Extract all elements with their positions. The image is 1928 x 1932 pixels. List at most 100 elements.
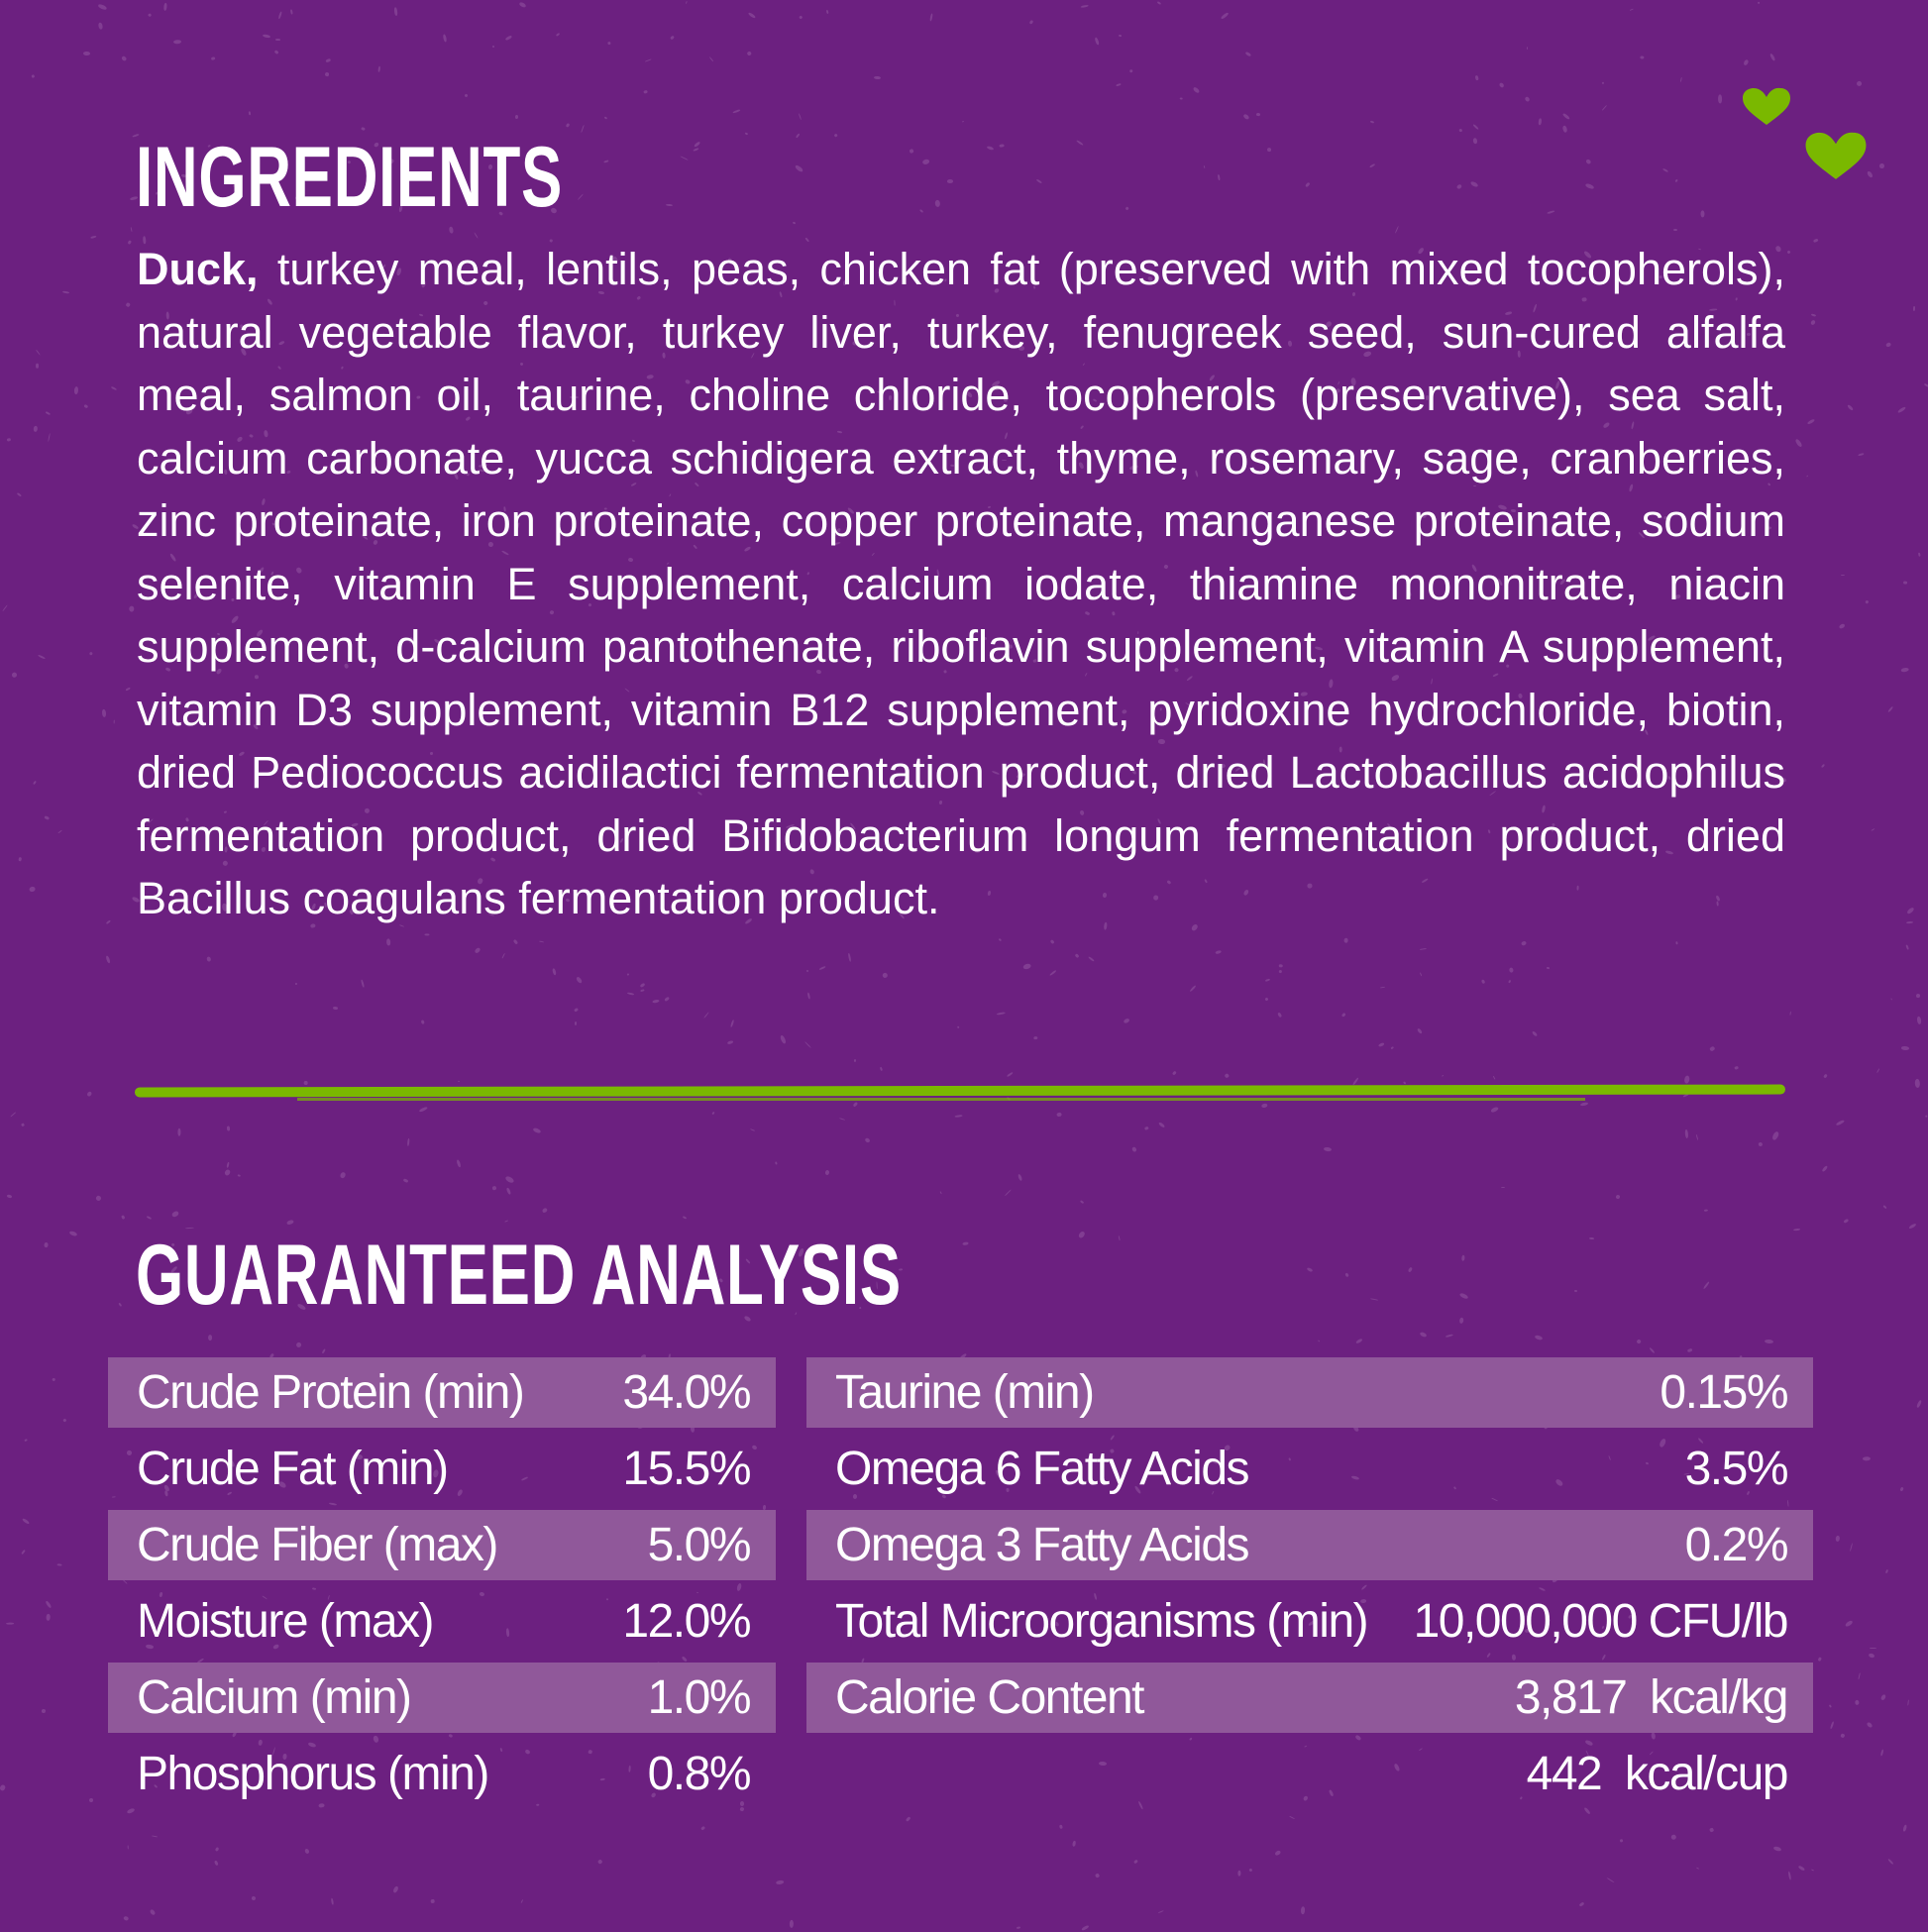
texture-speck bbox=[749, 1128, 756, 1132]
texture-speck bbox=[1887, 1859, 1894, 1866]
texture-speck bbox=[779, 1034, 787, 1044]
analysis-row: Calorie Content 3,817 kcal/kg bbox=[806, 1663, 1813, 1733]
texture-speck bbox=[1076, 140, 1084, 146]
analysis-table-left: Crude Protein (min) 34.0% Crude Fat (min) 1… bbox=[108, 1357, 776, 1815]
texture-speck bbox=[1236, 1870, 1240, 1876]
texture-speck bbox=[686, 0, 689, 4]
texture-speck bbox=[1788, 1011, 1791, 1016]
texture-speck bbox=[1758, 1141, 1763, 1147]
texture-speck bbox=[961, 120, 965, 123]
texture-speck bbox=[1524, 96, 1531, 103]
texture-speck bbox=[1915, 993, 1921, 999]
texture-speck bbox=[29, 886, 37, 893]
texture-speck bbox=[1242, 113, 1250, 121]
texture-speck bbox=[1793, 1228, 1801, 1232]
texture-speck bbox=[1805, 475, 1808, 479]
texture-speck bbox=[726, 1039, 734, 1045]
texture-speck bbox=[16, 491, 22, 497]
texture-speck bbox=[847, 952, 852, 962]
texture-speck bbox=[639, 982, 646, 988]
texture-speck bbox=[1907, 1699, 1910, 1707]
texture-speck bbox=[998, 937, 1003, 942]
texture-speck bbox=[1221, 12, 1230, 20]
texture-speck bbox=[274, 38, 280, 41]
texture-speck bbox=[708, 56, 714, 62]
texture-speck bbox=[1128, 68, 1133, 73]
texture-speck bbox=[1445, 1333, 1453, 1338]
nutrient-label: Phosphorus (min) bbox=[137, 1748, 489, 1800]
texture-speck bbox=[294, 983, 298, 986]
texture-speck bbox=[424, 932, 430, 936]
texture-speck bbox=[1472, 124, 1480, 131]
texture-speck bbox=[1695, 1133, 1699, 1140]
texture-speck bbox=[1521, 939, 1528, 946]
texture-speck bbox=[361, 979, 366, 989]
texture-speck bbox=[121, 1215, 126, 1221]
texture-speck bbox=[1079, 1200, 1084, 1205]
texture-speck bbox=[1036, 178, 1043, 184]
texture-speck bbox=[1901, 1045, 1911, 1051]
texture-speck bbox=[430, 1898, 435, 1903]
texture-speck bbox=[152, 1835, 159, 1838]
texture-speck bbox=[512, 938, 519, 945]
texture-speck bbox=[693, 148, 700, 153]
texture-speck bbox=[1579, 1901, 1585, 1907]
texture-speck bbox=[732, 108, 741, 114]
texture-speck bbox=[1490, 1106, 1500, 1114]
texture-speck bbox=[999, 144, 1005, 148]
texture-speck bbox=[1217, 174, 1221, 181]
texture-speck bbox=[224, 1169, 232, 1177]
texture-speck bbox=[1916, 1400, 1923, 1409]
texture-speck bbox=[46, 410, 51, 415]
texture-speck bbox=[580, 124, 585, 133]
texture-speck bbox=[1821, 1165, 1829, 1173]
texture-speck bbox=[664, 996, 671, 1002]
texture-speck bbox=[251, 1895, 257, 1901]
texture-speck bbox=[1508, 979, 1512, 984]
texture-speck bbox=[62, 1418, 67, 1423]
nutrient-label: Crude Protein (min) bbox=[137, 1366, 525, 1419]
texture-speck bbox=[1456, 183, 1463, 190]
texture-speck bbox=[954, 1114, 963, 1118]
texture-speck bbox=[1408, 1266, 1414, 1272]
texture-speck bbox=[1823, 1073, 1828, 1079]
texture-speck bbox=[1116, 83, 1122, 87]
texture-speck bbox=[33, 780, 38, 785]
texture-speck bbox=[128, 240, 133, 245]
texture-speck bbox=[919, 209, 924, 214]
texture-speck bbox=[456, 1159, 463, 1169]
nutrient-label: Omega 6 Fatty Acids bbox=[835, 1443, 1250, 1495]
texture-speck bbox=[24, 1439, 28, 1442]
texture-speck bbox=[1093, 37, 1100, 46]
texture-speck bbox=[304, 1080, 309, 1085]
texture-speck bbox=[1390, 1046, 1395, 1050]
texture-speck bbox=[1787, 1871, 1791, 1880]
texture-speck bbox=[407, 1137, 411, 1147]
texture-speck bbox=[2, 603, 8, 611]
analysis-row: Crude Fat (min) 15.5% bbox=[108, 1434, 776, 1504]
texture-speck bbox=[1786, 249, 1792, 255]
texture-speck bbox=[1534, 1334, 1544, 1341]
texture-speck bbox=[986, 146, 995, 152]
nutrient-label: Crude Fat (min) bbox=[137, 1443, 449, 1495]
texture-speck bbox=[670, 35, 676, 41]
texture-speck bbox=[1394, 225, 1399, 234]
texture-speck bbox=[1574, 1290, 1578, 1292]
texture-speck bbox=[6, 1193, 13, 1199]
texture-speck bbox=[1277, 1012, 1283, 1019]
texture-speck bbox=[1840, 574, 1846, 576]
texture-speck bbox=[1323, 1146, 1333, 1152]
texture-speck bbox=[596, 1859, 602, 1865]
texture-speck bbox=[504, 35, 513, 42]
nutrient-value: 12.0% bbox=[622, 1595, 751, 1648]
texture-speck bbox=[448, 226, 454, 234]
texture-speck bbox=[1561, 112, 1570, 120]
texture-speck bbox=[277, 10, 282, 19]
texture-speck bbox=[44, 814, 50, 820]
texture-speck bbox=[1898, 1486, 1904, 1492]
texture-speck bbox=[506, 1187, 512, 1196]
texture-speck bbox=[680, 156, 689, 161]
nutrient-value: 1.0% bbox=[647, 1671, 752, 1724]
texture-speck bbox=[1118, 34, 1122, 38]
texture-speck bbox=[1817, 1657, 1822, 1663]
